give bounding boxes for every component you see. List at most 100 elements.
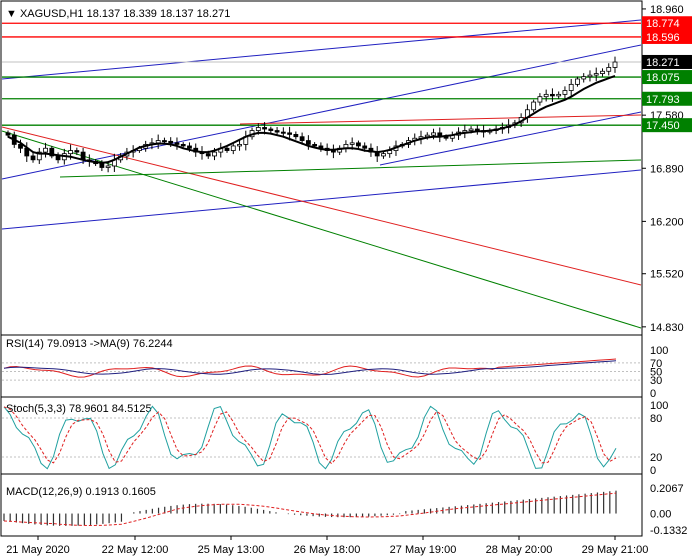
level-tag-label: 18.774 — [646, 18, 680, 30]
candle-body — [155, 140, 161, 144]
y-tick-label: 16.890 — [650, 163, 684, 175]
macd-series: 0.2067 0.00 -0.1332 — [3, 483, 687, 537]
candle-body — [30, 155, 36, 161]
candle-body — [49, 147, 55, 157]
macd-label: MACD(12,26,9) 0.1913 0.1605 — [6, 486, 156, 498]
rsi-tick-label: 30 — [650, 375, 662, 387]
stoch-k-line — [3, 405, 617, 470]
level-tags: 18.774 18.596 18.075 17.793 17.450 18.271 — [642, 16, 692, 132]
candle-body — [212, 151, 217, 157]
candle-body — [431, 132, 436, 136]
current-price-label: 18.271 — [646, 57, 680, 69]
candle-body — [562, 90, 568, 95]
y-tick-label: 14.830 — [650, 322, 684, 334]
candle-body — [230, 145, 236, 151]
macd-signal-line — [3, 492, 617, 527]
candle-body — [255, 127, 261, 131]
candle-body — [205, 153, 211, 157]
candle-body — [568, 83, 574, 91]
x-tick-label: 25 May 13:00 — [198, 544, 265, 556]
candle-body — [162, 140, 167, 143]
candle-body — [356, 142, 361, 147]
candle-body — [349, 142, 355, 145]
candle-body — [268, 128, 274, 131]
stoch-d-line — [3, 406, 617, 465]
candle-body — [274, 130, 280, 133]
candle-body — [68, 150, 73, 155]
candle-body — [381, 153, 386, 157]
candle-body — [305, 140, 311, 145]
macd-tick-label: 0.2067 — [650, 483, 684, 495]
candle-body — [187, 145, 192, 149]
stoch-tick-label: 0 — [650, 465, 656, 477]
candle-body — [99, 163, 105, 168]
rsi-label: RSI(14) 79.0913 ->MA(9) 76.2244 — [6, 338, 173, 350]
stoch-tick-label: 80 — [650, 413, 662, 425]
candle-body — [180, 144, 186, 147]
rsi-tick-label: 100 — [650, 345, 668, 357]
candle-body — [287, 132, 292, 135]
time-axis: 21 May 2020 22 May 12:00 25 May 13:00 26 Ma… — [6, 536, 648, 556]
rsi-ma-line — [3, 360, 617, 375]
level-tag-label: 18.075 — [646, 72, 680, 84]
candle-body — [5, 132, 11, 136]
candle-body — [18, 144, 23, 149]
x-tick-label: 21 May 2020 — [6, 544, 70, 556]
rsi-tick-label: 50 — [650, 367, 662, 379]
candle-body — [556, 93, 562, 97]
candle-body — [468, 128, 474, 131]
y-tick-label: 18.960 — [650, 4, 684, 16]
candle-body — [224, 147, 230, 151]
candle-body — [537, 96, 543, 103]
x-tick-label: 26 May 18:00 — [294, 544, 361, 556]
x-tick-label: 27 May 19:00 — [390, 544, 457, 556]
chart-header: ▼ XAGUSD,H1 18.137 18.339 18.137 18.271 — [6, 8, 230, 20]
macd-panel — [0, 473, 643, 537]
rsi-line — [3, 358, 617, 378]
stoch-tick-label: 20 — [650, 452, 662, 464]
y-tick-label: 15.520 — [650, 269, 684, 281]
candle-body — [531, 101, 537, 111]
candle-body — [168, 140, 174, 144]
candle-body — [600, 70, 605, 74]
candle-body — [362, 145, 368, 149]
level-tag — [642, 29, 692, 44]
stoch-label: Stoch(5,3,3) 78.9601 84.5125 — [6, 403, 152, 415]
candle-body — [105, 165, 111, 168]
level-tag — [642, 91, 692, 106]
x-tick-label: 29 May 21:00 — [582, 544, 649, 556]
x-tick-label: 22 May 12:00 — [102, 544, 169, 556]
candle-body — [612, 61, 618, 68]
y-tick-label: 16.200 — [650, 216, 684, 228]
candle-body — [581, 76, 587, 80]
level-tag-label: 17.793 — [646, 94, 680, 106]
candle-body — [174, 142, 180, 145]
candle-body — [550, 93, 555, 97]
level-tag — [642, 70, 692, 85]
candle-body — [606, 67, 612, 72]
candle-body — [280, 131, 286, 134]
levels — [2, 22, 641, 126]
candle-body — [575, 78, 580, 85]
level-tag-label: 18.596 — [646, 32, 680, 44]
candle-body — [312, 144, 318, 147]
x-tick-label: 28 May 20:00 — [486, 544, 553, 556]
macd-tick-label: -0.1332 — [650, 525, 687, 537]
level-tag — [642, 16, 692, 31]
candle-body — [593, 73, 599, 76]
candle-body — [299, 136, 305, 141]
candle-body — [587, 74, 593, 78]
stoch-tick-label: 100 — [650, 400, 668, 412]
candle-body — [293, 133, 299, 138]
candle-body — [237, 144, 242, 147]
level-tag — [642, 118, 692, 133]
candle-body — [543, 93, 549, 98]
candle-body — [74, 150, 80, 153]
candle-body — [262, 127, 267, 130]
candle-body — [36, 151, 42, 161]
current-price-tag — [642, 54, 692, 69]
candle-body — [55, 155, 61, 161]
